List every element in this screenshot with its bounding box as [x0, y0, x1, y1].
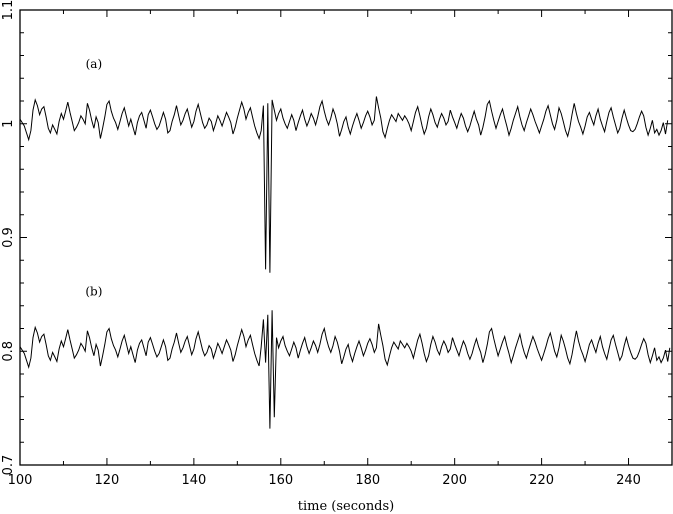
series-annotation: (b): [85, 285, 102, 299]
x-tick-label: 100: [8, 473, 33, 488]
axis-ticks: [19, 9, 673, 466]
x-tick-label: 160: [268, 473, 293, 488]
y-tick-label: 0.7: [1, 455, 16, 476]
y-tick-label: 1.1: [1, 0, 16, 20]
x-tick-label: 140: [181, 473, 206, 488]
axis-tick-labels: 100 120 140 160 180 200 220 240 0.7 0.8 0.9 1 1.1: [1, 0, 641, 488]
series-line: [19, 96, 669, 273]
x-tick-label: 120: [95, 473, 120, 488]
series-annotations: (a) (b): [85, 57, 102, 299]
x-tick-label: 180: [355, 473, 380, 488]
data-series: [19, 96, 671, 429]
x-tick-label: 220: [529, 473, 554, 488]
x-tick-label: 200: [442, 473, 467, 488]
plot-border: [19, 9, 673, 466]
plot-frame: [19, 9, 673, 466]
y-tick-label: 0.8: [1, 341, 16, 362]
x-axis-title: time (seconds): [298, 499, 395, 514]
y-tick-label: 0.9: [1, 227, 16, 248]
x-tick-label: 240: [616, 473, 641, 488]
series-annotation: (a): [86, 57, 103, 71]
y-tick-label: 1: [1, 120, 16, 128]
series-line: [19, 310, 671, 429]
